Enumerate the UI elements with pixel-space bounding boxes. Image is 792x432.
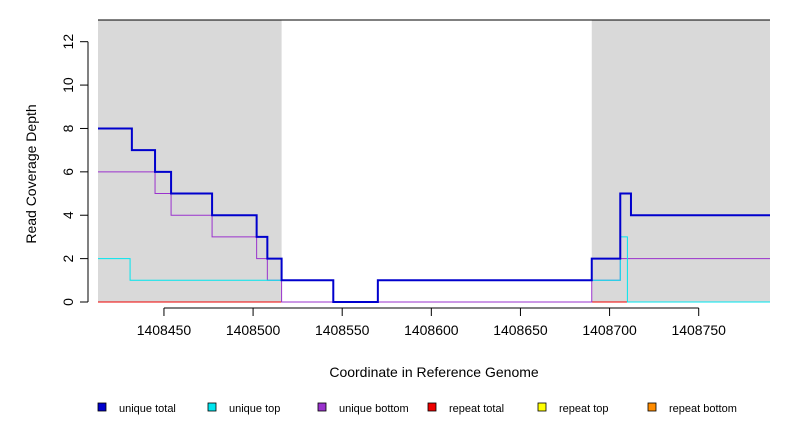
x-axis: 1408450 1408500 1408550 1408600 1408650 14087…	[137, 307, 726, 338]
legend-swatch-repeat-bottom	[647, 402, 657, 412]
y-axis-label: Read Coverage Depth	[23, 104, 39, 243]
y-tick-label: 8	[60, 124, 76, 132]
x-tick-label: 1408650	[493, 322, 548, 338]
y-tick-label: 0	[60, 298, 76, 306]
shaded-regions	[98, 20, 770, 302]
x-tick-label: 1408700	[582, 322, 637, 338]
legend-label-unique-total: unique total	[119, 403, 176, 415]
legend-swatch-unique-total	[97, 402, 107, 412]
legend-swatch-unique-top	[207, 402, 217, 412]
shaded-region-1	[591, 20, 770, 302]
series-line-unique-total	[98, 127, 770, 303]
y-tick-label: 10	[60, 77, 76, 93]
x-tick-label: 1408750	[671, 322, 726, 338]
x-tick-label: 1408600	[404, 322, 459, 338]
legend-label-repeat-top: repeat top	[559, 403, 609, 415]
y-tick-label: 4	[60, 211, 76, 219]
legend: unique total unique top unique bottom repea…	[97, 402, 737, 415]
x-axis-label: Coordinate in Reference Genome	[329, 364, 539, 380]
x-tick-label: 1408550	[315, 322, 370, 338]
legend-swatch-unique-bottom	[317, 402, 327, 412]
y-tick-label: 2	[60, 255, 76, 263]
y-axis: 0 2 4 6 8 10 12	[60, 34, 89, 306]
legend-swatch-repeat-total	[427, 402, 437, 412]
y-tick-label: 6	[60, 168, 76, 176]
shaded-region-0	[98, 20, 282, 302]
x-tick-label: 1408500	[226, 322, 281, 338]
x-tick-label: 1408450	[137, 322, 192, 338]
legend-swatch-repeat-top	[537, 402, 547, 412]
legend-label-unique-top: unique top	[229, 403, 280, 415]
series-lines	[98, 127, 770, 303]
y-tick-label: 12	[60, 34, 76, 50]
legend-label-unique-bottom: unique bottom	[339, 403, 409, 415]
legend-label-repeat-total: repeat total	[449, 403, 504, 415]
legend-label-repeat-bottom: repeat bottom	[669, 403, 737, 415]
